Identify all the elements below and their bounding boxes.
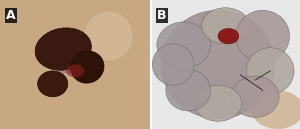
Ellipse shape [66,64,84,77]
Text: A: A [6,9,16,22]
Ellipse shape [231,76,279,117]
Ellipse shape [157,22,211,68]
Ellipse shape [38,71,68,97]
Polygon shape [151,0,300,129]
Ellipse shape [166,70,211,111]
Ellipse shape [161,10,275,119]
Ellipse shape [218,28,239,44]
Polygon shape [0,0,151,129]
Ellipse shape [152,44,194,85]
Ellipse shape [35,28,92,70]
Ellipse shape [246,48,294,94]
Ellipse shape [251,90,300,129]
Ellipse shape [202,8,249,44]
Ellipse shape [194,85,242,121]
Ellipse shape [53,50,98,74]
Ellipse shape [71,51,104,83]
Ellipse shape [236,10,290,62]
Ellipse shape [84,12,133,61]
Text: B: B [157,9,166,22]
